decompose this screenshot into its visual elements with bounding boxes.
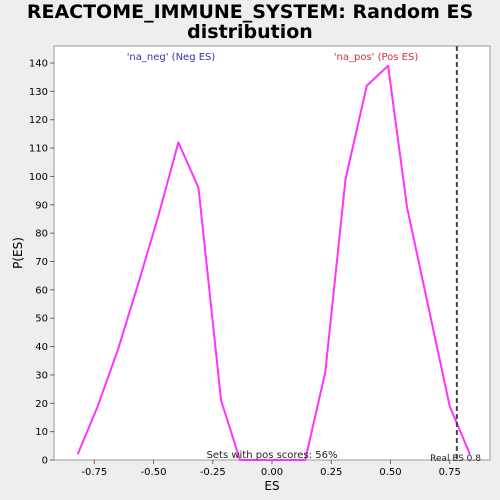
y-axis-label: P(ES)	[11, 237, 25, 269]
y-tick-label: 10	[35, 427, 48, 438]
chart-title: REACTOME_IMMUNE_SYSTEM: Random ES distri…	[0, 2, 500, 42]
x-axis-label: ES	[264, 479, 279, 493]
plot-area	[53, 45, 491, 461]
chart-title-line2: distribution	[187, 21, 313, 43]
y-tick-label: 110	[29, 144, 48, 155]
y-tick-label: 100	[29, 172, 48, 183]
y-tick-label: 60	[35, 285, 48, 296]
x-tick-label: 0.75	[439, 467, 461, 478]
x-tick-label: -0.25	[200, 467, 226, 478]
y-tick-label: 90	[35, 200, 48, 211]
sets-pos-label: Sets with pos scores: 56%	[207, 450, 338, 461]
y-tick-label: 50	[35, 314, 48, 325]
x-tick-label: 0.00	[261, 467, 283, 478]
y-tick-label: 30	[35, 370, 48, 381]
y-tick-label: 40	[35, 342, 48, 353]
x-tick-label: -0.75	[81, 467, 107, 478]
y-tick-label: 20	[35, 399, 48, 410]
x-axis: -0.75 -0.50 -0.25 0.00 0.25 0.50 0.75	[81, 460, 461, 478]
neg-es-label: 'na_neg' (Neg ES)	[127, 52, 216, 63]
y-axis: 0 10 20 30 40 50 60 70 80 90 100 110 120 130 140	[29, 59, 54, 467]
y-tick-label: 70	[35, 257, 48, 268]
real-es-label: Real ES 0.8	[430, 454, 481, 464]
x-tick-label: 0.50	[379, 467, 401, 478]
series-layer	[76, 64, 471, 461]
density-line	[76, 64, 471, 461]
x-tick-label: 0.25	[320, 467, 342, 478]
y-tick-label: 120	[29, 115, 48, 126]
pos-es-label: 'na_pos' (Pos ES)	[334, 52, 419, 63]
y-tick-label: 140	[29, 59, 48, 70]
x-tick-label: -0.50	[141, 467, 167, 478]
y-tick-label: 80	[35, 229, 48, 240]
chart-title-line1: REACTOME_IMMUNE_SYSTEM: Random ES	[26, 1, 474, 23]
y-tick-label: 130	[29, 87, 48, 98]
y-tick-label: 0	[42, 456, 48, 467]
